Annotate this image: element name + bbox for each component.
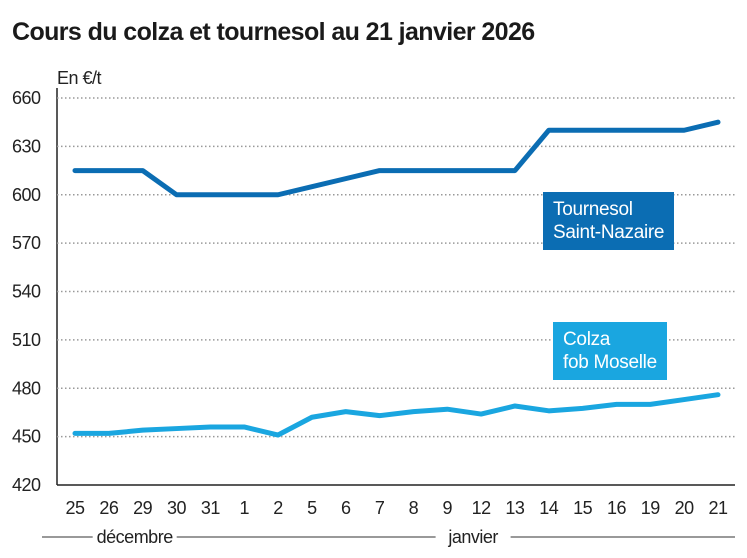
x-tick-label: 20: [675, 498, 695, 518]
x-tick-label: 31: [201, 498, 221, 518]
y-tick-label: 660: [12, 88, 41, 108]
x-tick-label: 13: [505, 498, 525, 518]
y-tick-label: 450: [12, 427, 41, 447]
y-tick-label: 510: [12, 330, 41, 350]
legend-line: fob Moselle: [563, 352, 657, 373]
y-tick-label: 480: [12, 378, 41, 398]
x-tick-label: 21: [708, 498, 728, 518]
y-tick-label: 630: [12, 136, 41, 156]
y-tick-label: 600: [12, 185, 41, 205]
x-tick-label: 1: [239, 498, 249, 518]
legend-line: Saint-Nazaire: [553, 222, 665, 243]
x-tick-label: 2: [273, 498, 283, 518]
legend-tournesol: Tournesol Saint-Nazaire: [543, 192, 675, 250]
x-tick-label: 7: [375, 498, 385, 518]
y-axis-label: En €/t: [57, 68, 102, 88]
x-tick-label: 26: [99, 498, 119, 518]
y-tick-label: 420: [12, 475, 41, 495]
legend-line: Tournesol: [553, 199, 633, 220]
x-tick-label: 19: [641, 498, 661, 518]
legend-colza: Colza fob Moselle: [553, 322, 667, 380]
series-line-tournesol: [72, 119, 721, 198]
month-label: janvier: [447, 527, 498, 547]
month-label: décembre: [97, 527, 174, 547]
y-tick-label: 570: [12, 233, 41, 253]
x-tick-label: 9: [443, 498, 453, 518]
x-tick-label: 14: [539, 498, 559, 518]
x-tick-label: 30: [167, 498, 187, 518]
x-tick-label: 25: [65, 498, 85, 518]
legend-line: Colza: [563, 329, 611, 350]
series-line-colza: [72, 392, 721, 438]
x-tick-label: 29: [133, 498, 153, 518]
x-tick-label: 6: [341, 498, 351, 518]
chart-title: Cours du colza et tournesol au 21 janvie…: [12, 18, 535, 46]
x-tick-label: 8: [409, 498, 419, 518]
x-tick-label: 16: [607, 498, 627, 518]
x-tick-label: 15: [573, 498, 593, 518]
y-tick-label: 540: [12, 282, 41, 302]
x-tick-label: 12: [472, 498, 492, 518]
x-tick-label: 5: [307, 498, 317, 518]
